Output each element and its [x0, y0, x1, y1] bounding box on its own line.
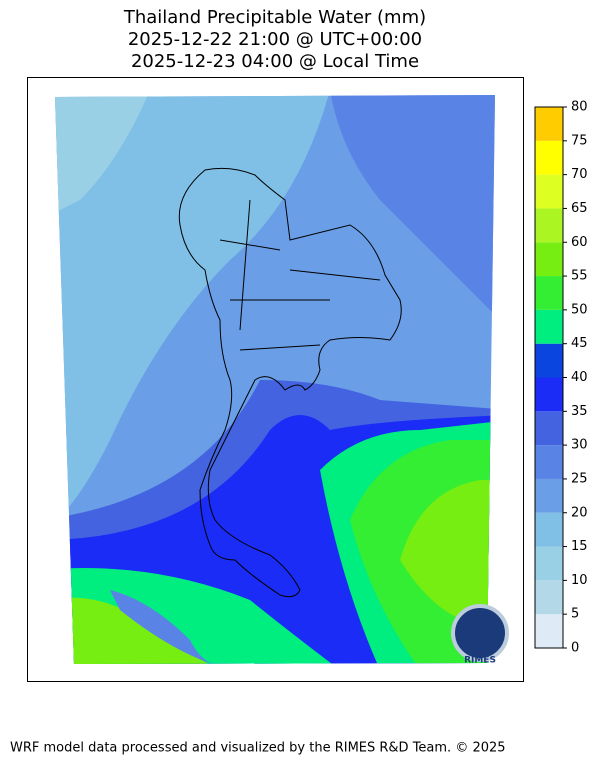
- colorbar-tick-label: 25: [571, 471, 588, 486]
- colorbar-tick-label: 20: [571, 505, 588, 520]
- country-outline: [178, 167, 402, 598]
- colorbar-bin: [535, 174, 563, 209]
- colorbar-tick-label: 10: [571, 573, 588, 588]
- colorbar-tick-label: 5: [571, 607, 579, 622]
- colorbar-bin: [535, 411, 563, 446]
- colorbar-tick-label: 35: [571, 404, 588, 419]
- colorbar-bin: [535, 614, 563, 648]
- colorbar-bin: [535, 512, 563, 547]
- colorbar-bin: [535, 107, 563, 141]
- colorbar-tick-label: 65: [571, 201, 588, 216]
- colorbar-tick-label: 45: [571, 336, 588, 351]
- colorbar-bin: [535, 208, 563, 243]
- colorbar-bin: [535, 140, 563, 175]
- title-line: Thailand Precipitable Water (mm): [123, 7, 426, 28]
- colorbar-bin: [535, 309, 563, 344]
- footer: WRF model data processed and visualized …: [10, 741, 506, 756]
- map-frame: [27, 77, 524, 682]
- title-line: 2025-12-23 04:00 @ Local Time: [131, 51, 419, 72]
- colorbar-tick-label: 30: [571, 438, 588, 453]
- colorbar-tick-label: 50: [571, 302, 588, 317]
- colorbar-tick-label: 55: [571, 269, 588, 284]
- colorbar-tick-label: 80: [571, 100, 588, 115]
- colorbar-bin: [535, 242, 563, 277]
- colorbar-tick-label: 70: [571, 167, 588, 182]
- colorbar-bin: [535, 478, 563, 513]
- colorbar-bin: [535, 445, 563, 479]
- colorbar-bin: [535, 580, 563, 615]
- colorbar-tick-label: 40: [571, 370, 588, 385]
- colorbar-tick-label: 60: [571, 235, 588, 250]
- logo: [451, 604, 509, 662]
- title-line: 2025-12-22 21:00 @ UTC+00:00: [128, 29, 422, 50]
- colorbar-bin: [535, 546, 563, 581]
- colorbar-tick-label: 75: [571, 133, 588, 148]
- colorbar-tick-label: 0: [571, 641, 579, 656]
- colorbar-bin: [535, 377, 563, 412]
- logo-text: RIMES: [464, 656, 496, 666]
- map-field: [55, 95, 495, 664]
- colorbar-bin: [535, 343, 563, 378]
- colorbar-tick-label: 15: [571, 539, 588, 554]
- colorbar-bin: [535, 276, 563, 310]
